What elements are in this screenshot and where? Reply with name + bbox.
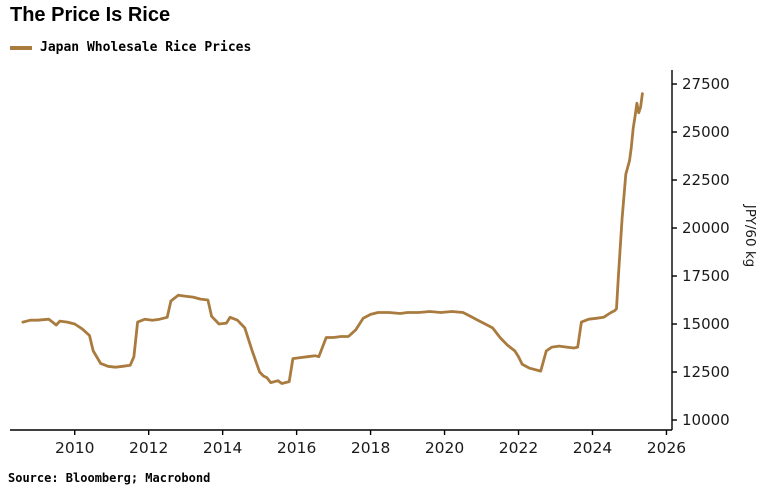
x-tick-label: 2026	[647, 439, 686, 457]
legend: Japan Wholesale Rice Prices	[10, 40, 251, 55]
source-note: Source: Bloomberg; Macrobond	[8, 471, 211, 485]
y-tick-label: 12500	[682, 363, 730, 381]
legend-line-swatch	[10, 45, 32, 50]
y-axis-title: JPY/60 kg	[742, 204, 758, 267]
x-tick-label: 2024	[573, 439, 612, 457]
y-tick-label: 15000	[682, 315, 730, 333]
legend-label: Japan Wholesale Rice Prices	[40, 40, 252, 55]
y-tick-label: 10000	[682, 411, 730, 429]
x-tick-label: 2016	[277, 439, 316, 457]
y-tick-label: 25000	[682, 123, 730, 141]
price-line	[21, 92, 644, 385]
y-tick-label: 22500	[682, 171, 730, 189]
x-tick-label: 2010	[55, 439, 94, 457]
x-tick-label: 2022	[499, 439, 538, 457]
y-tick-label: 27500	[682, 75, 730, 93]
x-tick-label: 2020	[425, 439, 464, 457]
chart-title: The Price Is Rice	[10, 4, 171, 26]
x-tick-label: 2018	[351, 439, 390, 457]
x-tick-label: 2014	[203, 439, 242, 457]
y-tick-label: 17500	[682, 267, 730, 285]
y-tick-label: 20000	[682, 219, 730, 237]
x-tick-label: 2012	[129, 439, 168, 457]
